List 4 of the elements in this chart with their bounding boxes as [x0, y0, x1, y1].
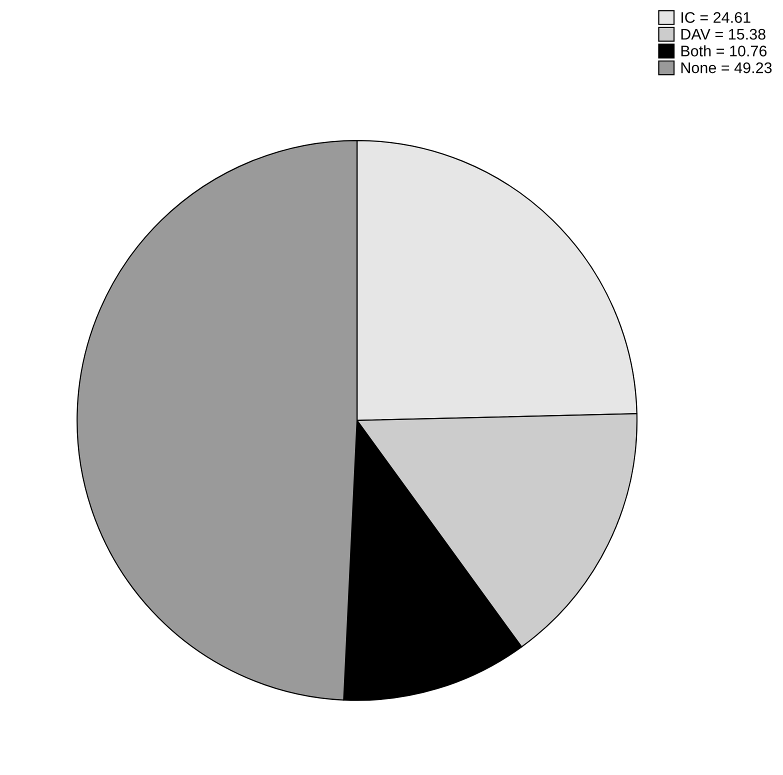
legend-label: DAV = 15.38 [681, 28, 766, 40]
legend-label: None = 49.23 [681, 62, 772, 74]
legend-label: Both = 10.76 [681, 45, 767, 56]
legend-label: IC = 24.61 [682, 12, 750, 23]
